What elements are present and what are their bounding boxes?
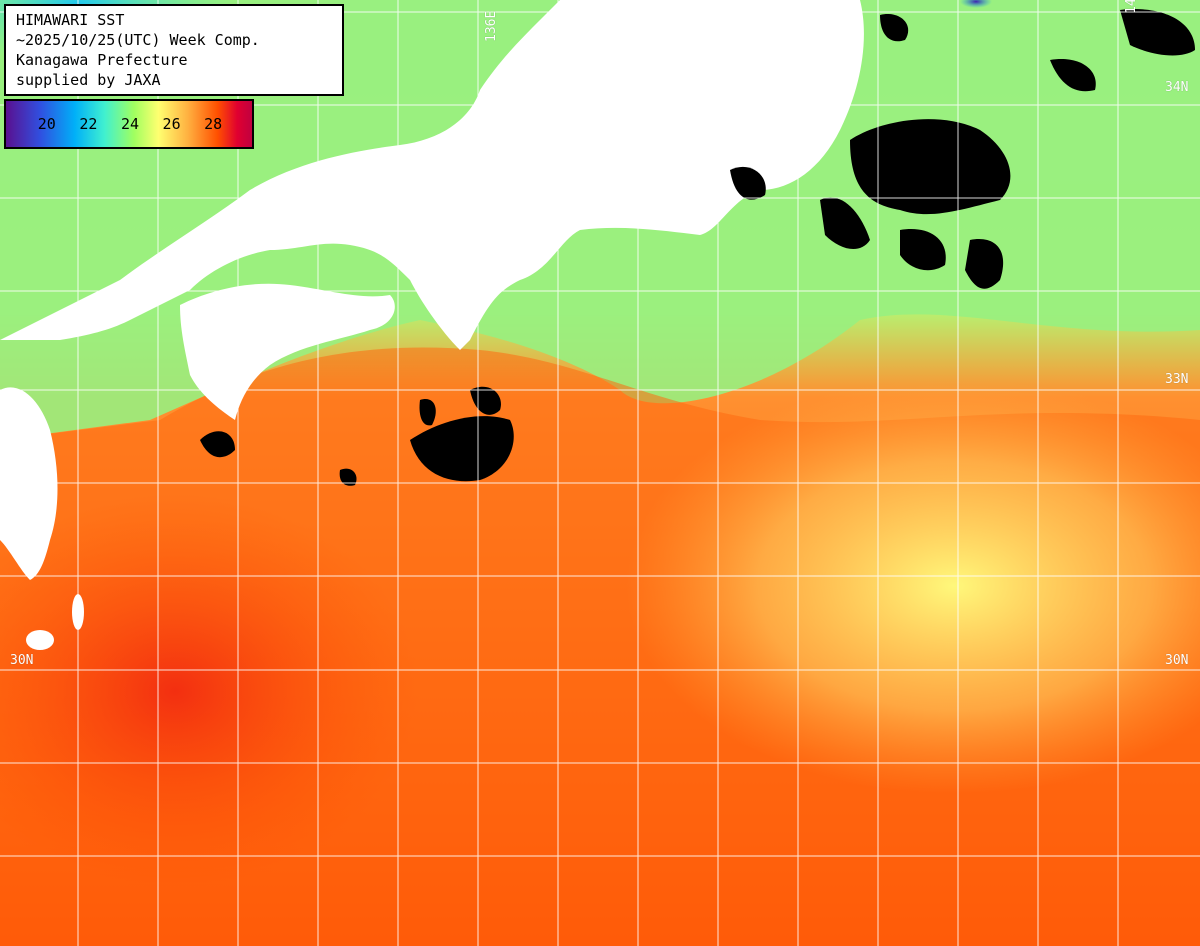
- cloud-patch: [730, 166, 766, 200]
- cloud-patch: [1120, 9, 1195, 56]
- cloud-patch: [410, 416, 514, 482]
- awaji-island: [405, 233, 425, 263]
- cloud-patch: [880, 14, 909, 42]
- lon-label-140e: 140E: [1124, 0, 1139, 14]
- legend-tick: 26: [162, 115, 181, 133]
- map-info-box: HIMAWARI SST ~2025/10/25(UTC) Week Comp.…: [4, 4, 344, 96]
- legend-ticks: 20 22 24 26 28: [6, 115, 252, 133]
- small-island: [26, 630, 54, 650]
- legend-tick: 22: [79, 115, 98, 133]
- lat-label-30n-right: 30N: [1165, 653, 1189, 668]
- data-credit: supplied by JAXA: [16, 71, 161, 89]
- yellow-tongue: [380, 300, 1200, 820]
- cloud-patch: [850, 119, 1011, 215]
- lat-label-34n: 34N: [1165, 80, 1189, 95]
- cloud-patch: [900, 229, 946, 271]
- cloud-patch: [200, 431, 235, 458]
- cloud-patch: [820, 197, 870, 250]
- cloud-patch: [1050, 59, 1096, 92]
- composite-period: ~2025/10/25(UTC) Week Comp.: [16, 31, 260, 49]
- legend-tick: 28: [204, 115, 223, 133]
- cloud-patch: [965, 239, 1004, 289]
- legend-tick: 20: [37, 115, 56, 133]
- shikoku-land: [180, 283, 395, 420]
- provider-prefecture: Kanagawa Prefecture: [16, 51, 188, 69]
- legend-tick: 24: [120, 115, 140, 133]
- product-title: HIMAWARI SST: [16, 11, 125, 29]
- cloud-mask: [200, 9, 1195, 486]
- lat-label-33n: 33N: [1165, 372, 1189, 387]
- land: [0, 0, 864, 650]
- lon-label-136e: 136E: [484, 10, 499, 42]
- kyushu-land: [0, 387, 58, 580]
- cloud-patch: [339, 468, 357, 486]
- temperature-color-legend: 20 22 24 26 28: [4, 99, 254, 149]
- kii-peninsula-notch: [520, 196, 565, 240]
- cloud-patch: [419, 399, 436, 426]
- lat-label-30n-left: 30N: [10, 653, 34, 668]
- honshu-land: [0, 0, 864, 350]
